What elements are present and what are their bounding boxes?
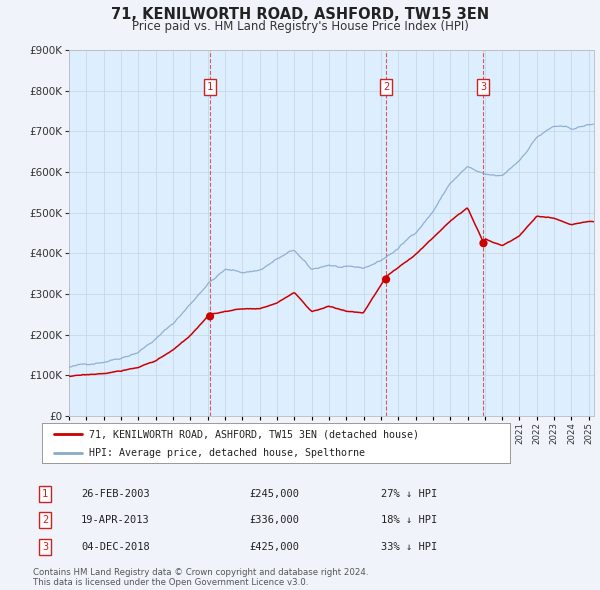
Text: 3: 3: [481, 82, 487, 91]
Text: 26-FEB-2003: 26-FEB-2003: [81, 489, 150, 499]
Text: 33% ↓ HPI: 33% ↓ HPI: [381, 542, 437, 552]
Text: £336,000: £336,000: [249, 516, 299, 525]
Text: 71, KENILWORTH ROAD, ASHFORD, TW15 3EN: 71, KENILWORTH ROAD, ASHFORD, TW15 3EN: [111, 7, 489, 22]
Text: £245,000: £245,000: [249, 489, 299, 499]
Text: 1: 1: [207, 82, 213, 91]
Text: £425,000: £425,000: [249, 542, 299, 552]
Text: 3: 3: [42, 542, 48, 552]
Text: 2: 2: [383, 82, 389, 91]
Text: 18% ↓ HPI: 18% ↓ HPI: [381, 516, 437, 525]
Text: 1: 1: [42, 489, 48, 499]
Text: 2: 2: [42, 516, 48, 525]
Text: Price paid vs. HM Land Registry's House Price Index (HPI): Price paid vs. HM Land Registry's House …: [131, 20, 469, 33]
Text: 19-APR-2013: 19-APR-2013: [81, 516, 150, 525]
Point: [479, 238, 488, 248]
Text: 04-DEC-2018: 04-DEC-2018: [81, 542, 150, 552]
Text: This data is licensed under the Open Government Licence v3.0.: This data is licensed under the Open Gov…: [33, 578, 308, 588]
Point: [205, 312, 215, 321]
Point: [381, 275, 391, 284]
Text: HPI: Average price, detached house, Spelthorne: HPI: Average price, detached house, Spel…: [89, 448, 365, 458]
Text: 27% ↓ HPI: 27% ↓ HPI: [381, 489, 437, 499]
Text: 71, KENILWORTH ROAD, ASHFORD, TW15 3EN (detached house): 71, KENILWORTH ROAD, ASHFORD, TW15 3EN (…: [89, 430, 419, 440]
Text: Contains HM Land Registry data © Crown copyright and database right 2024.: Contains HM Land Registry data © Crown c…: [33, 568, 368, 577]
